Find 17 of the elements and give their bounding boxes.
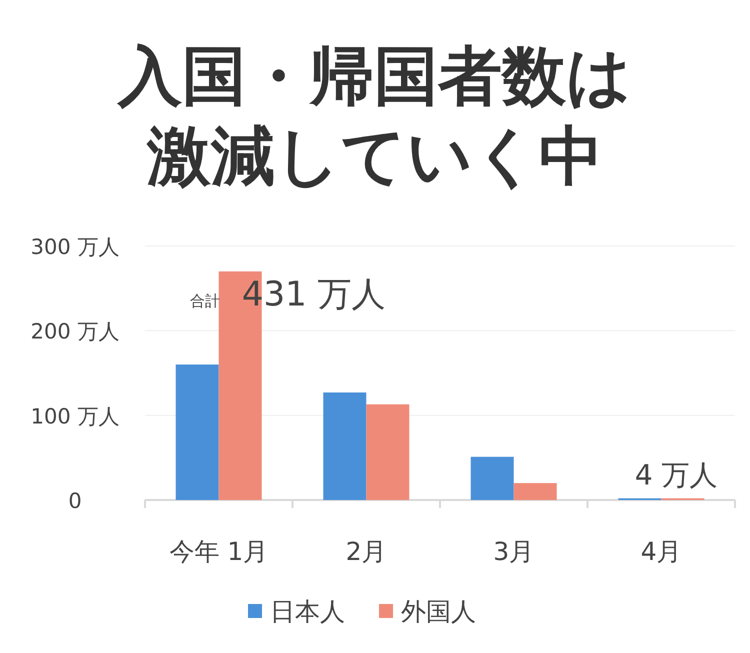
y-tick-label: 0 <box>68 489 82 513</box>
legend-label: 外国人 <box>401 597 476 626</box>
x-tick-label: 2月 <box>346 537 387 566</box>
bar <box>470 456 514 500</box>
annotation: 4 万人 <box>634 458 718 492</box>
x-tick-label: 4月 <box>640 537 682 566</box>
chart-title: 入国・帰国者数は激減していく中 <box>116 40 632 194</box>
bar <box>366 404 410 500</box>
bar <box>176 364 219 500</box>
x-tick-label: 3月 <box>493 537 534 566</box>
x-tick-label: 今年 1月 <box>169 537 268 566</box>
y-tick-label: 100 万人 <box>30 404 120 428</box>
y-tick-label: 200 万人 <box>30 320 120 344</box>
y-tick-label: 300 万人 <box>30 235 120 259</box>
legend-label: 日本人 <box>270 597 345 626</box>
bar <box>323 392 366 500</box>
bar <box>514 483 557 500</box>
